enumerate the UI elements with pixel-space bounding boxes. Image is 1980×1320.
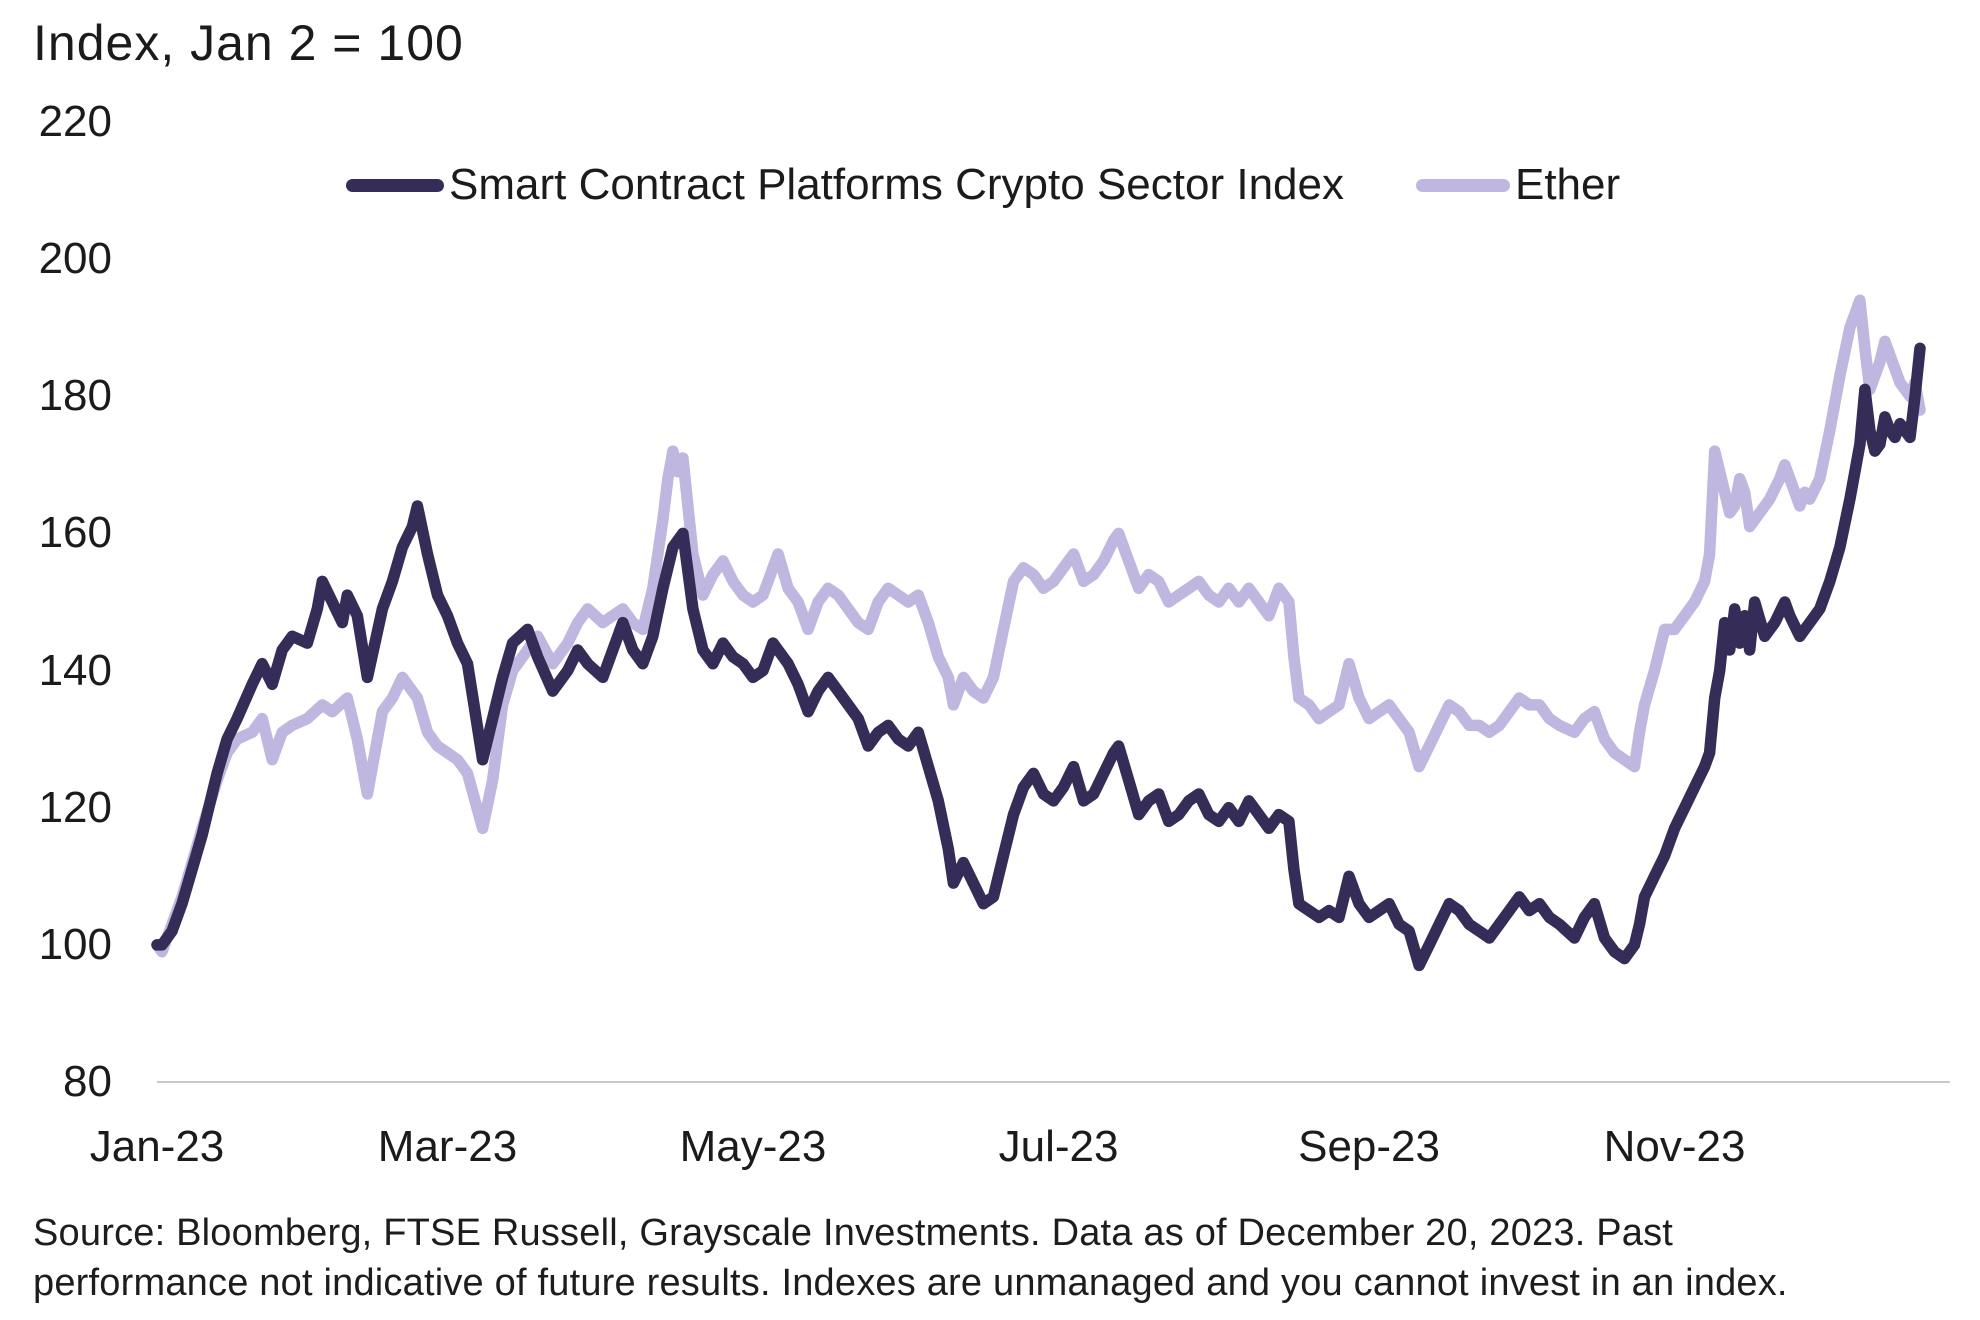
x-tick-label-mar-23: Mar-23 [377, 1122, 518, 1171]
source-note: Source: Bloomberg, FTSE Russell, Graysca… [33, 1208, 1788, 1308]
x-tick-label-sep-23: Sep-23 [1298, 1122, 1441, 1171]
x-tick-label-nov-23: Nov-23 [1603, 1122, 1746, 1171]
legend-item-ether: Ether [1415, 160, 1621, 210]
y-tick-label-120: 120 [38, 782, 112, 832]
legend-label-ether: Ether [1514, 160, 1621, 209]
x-tick-label-jan-23: Jan-23 [89, 1122, 225, 1171]
y-tick-label-160: 160 [38, 508, 112, 558]
y-tick-label-200: 200 [38, 234, 112, 284]
legend-swatch-smart-contract [346, 178, 444, 192]
legend-item-smart-contract-index: Smart Contract Platforms Crypto Sector I… [346, 160, 1344, 210]
chart-title: Index, Jan 2 = 100 [33, 15, 464, 71]
x-tick-label-may-23: May-23 [679, 1122, 827, 1171]
y-tick-label-80: 80 [63, 1057, 112, 1106]
legend-label-smart-contract: Smart Contract Platforms Crypto Sector I… [449, 160, 1344, 209]
y-tick-label-180: 180 [38, 371, 112, 421]
legend-swatch-ether [1415, 178, 1510, 192]
y-tick-label-140: 140 [38, 645, 112, 695]
source-note-line-2: performance not indicative of future res… [33, 1262, 1788, 1304]
series-line-ether [151, 294, 1926, 958]
y-tick-label-220: 220 [38, 97, 112, 146]
chart-legend: Smart Contract Platforms Crypto Sector I… [346, 160, 1620, 210]
series-line-smart-contract-index [151, 342, 1926, 972]
y-tick-label-100: 100 [38, 919, 112, 969]
x-tick-label-jul-23: Jul-23 [998, 1122, 1119, 1171]
source-note-line-1: Source: Bloomberg, FTSE Russell, Graysca… [33, 1212, 1674, 1254]
